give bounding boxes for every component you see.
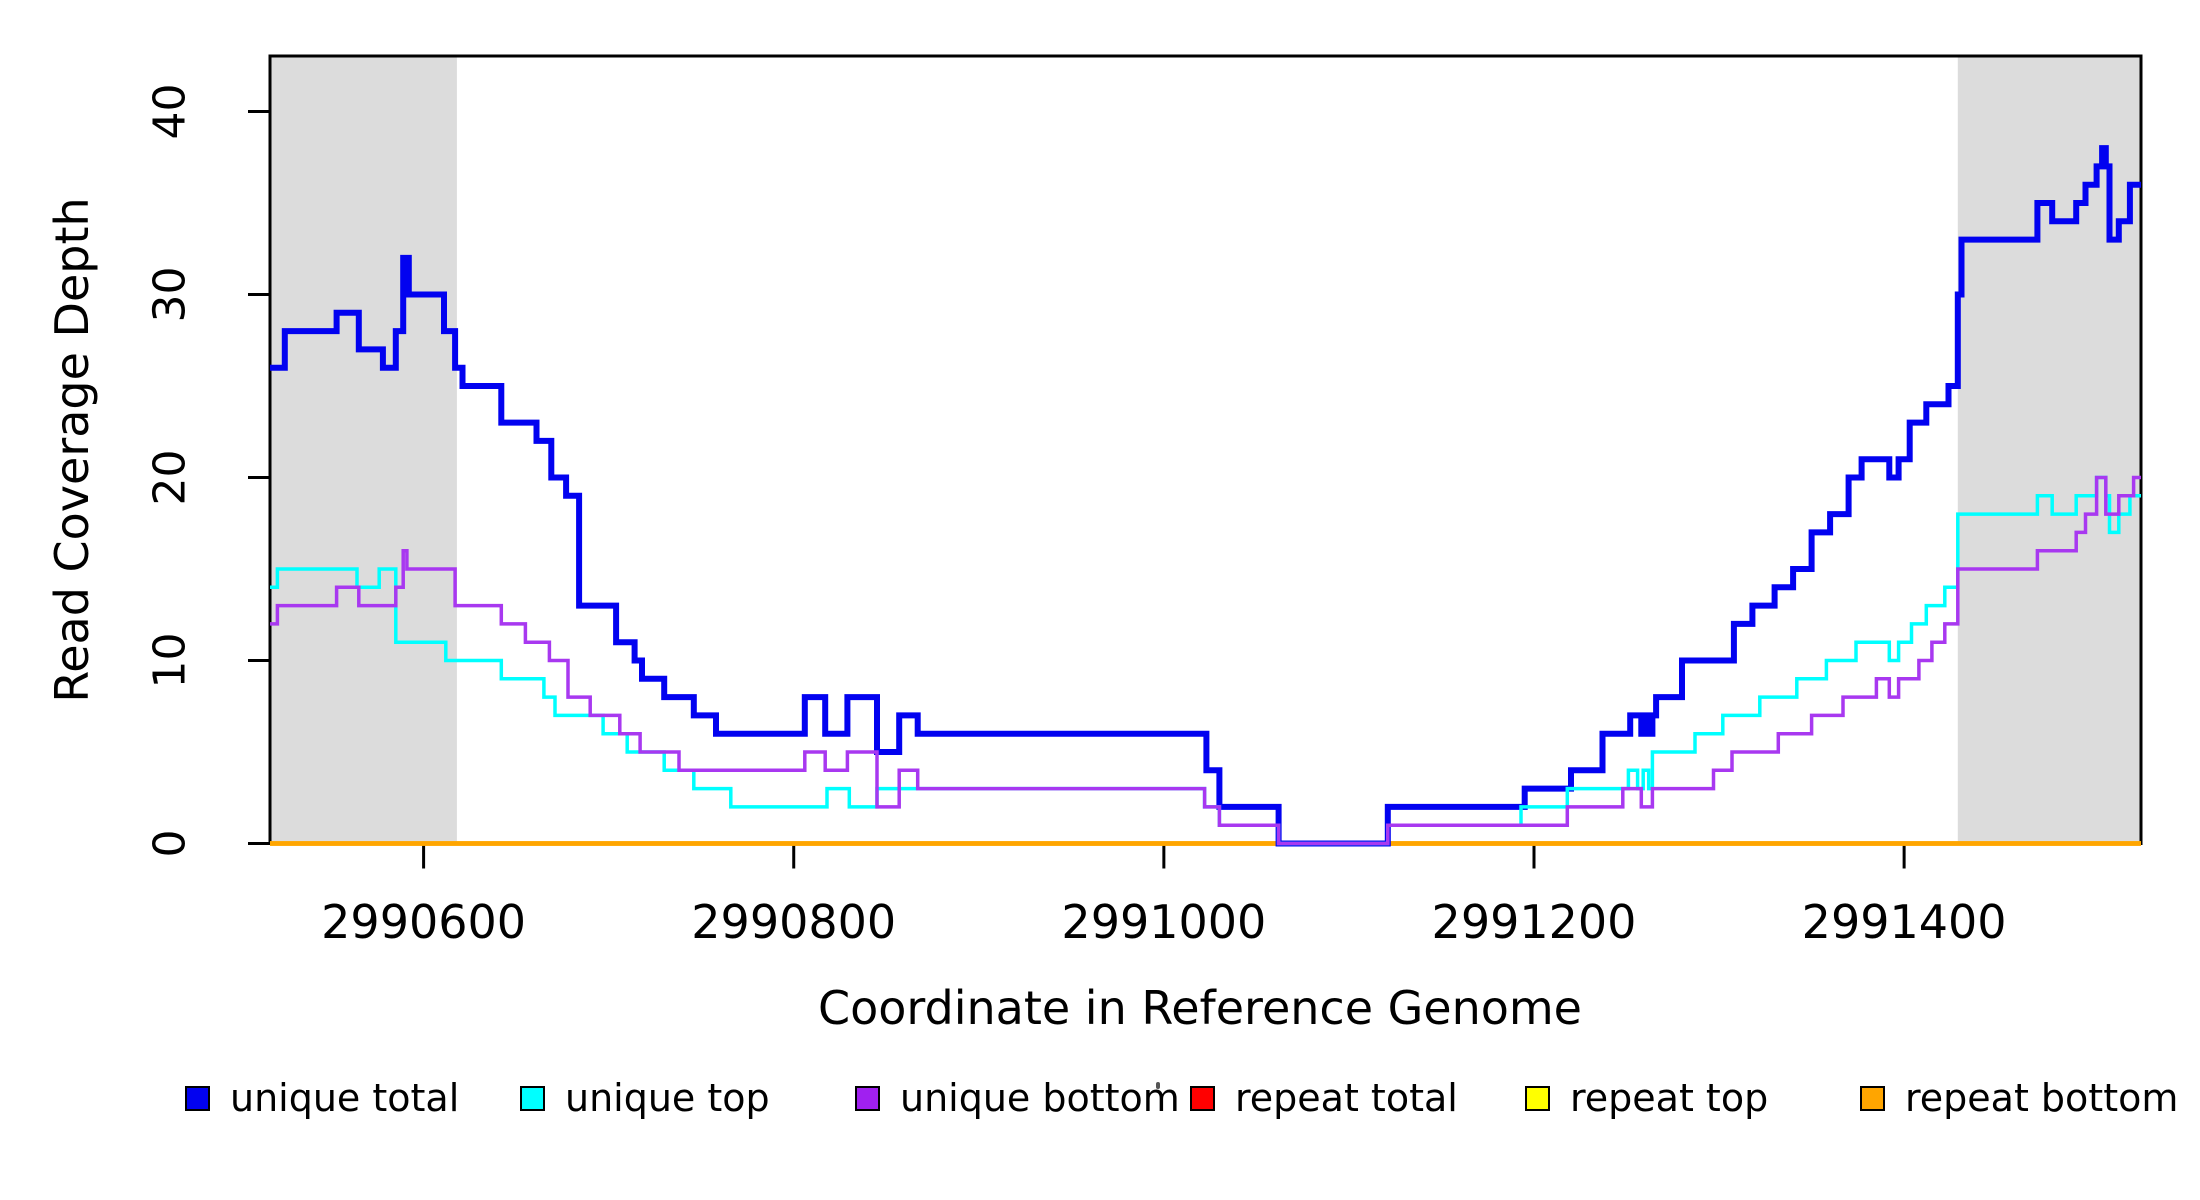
y-tick-label: 10 bbox=[145, 633, 196, 689]
x-tick-label: 2991200 bbox=[1432, 895, 1637, 949]
y-tick-label: 0 bbox=[145, 830, 196, 858]
series-unique-bottom bbox=[270, 475, 2141, 846]
x-axis-title: Coordinate in Reference Genome bbox=[818, 981, 1582, 1035]
series-unique-top bbox=[270, 475, 2141, 846]
x-tick-label: 2990800 bbox=[691, 895, 896, 949]
x-tick-label: 2990600 bbox=[321, 895, 526, 949]
highlight-region-1 bbox=[270, 56, 457, 844]
y-tick-label: 30 bbox=[145, 267, 196, 323]
x-tick-label: 2991000 bbox=[1061, 895, 1266, 949]
highlight-region-2 bbox=[1957, 56, 2141, 844]
y-axis: 0 10 20 30 40 bbox=[145, 84, 270, 858]
x-axis: 2990600 2990800 2991000 2991200 2991400 bbox=[321, 843, 2007, 949]
y-tick-label: 20 bbox=[145, 450, 196, 506]
x-tick-label: 2991400 bbox=[1802, 895, 2007, 949]
y-tick-label: 40 bbox=[145, 84, 196, 140]
stray-mark bbox=[1156, 1082, 1160, 1089]
series-unique-total bbox=[270, 145, 2141, 847]
y-axis-title: Read Coverage Depth bbox=[45, 197, 99, 703]
